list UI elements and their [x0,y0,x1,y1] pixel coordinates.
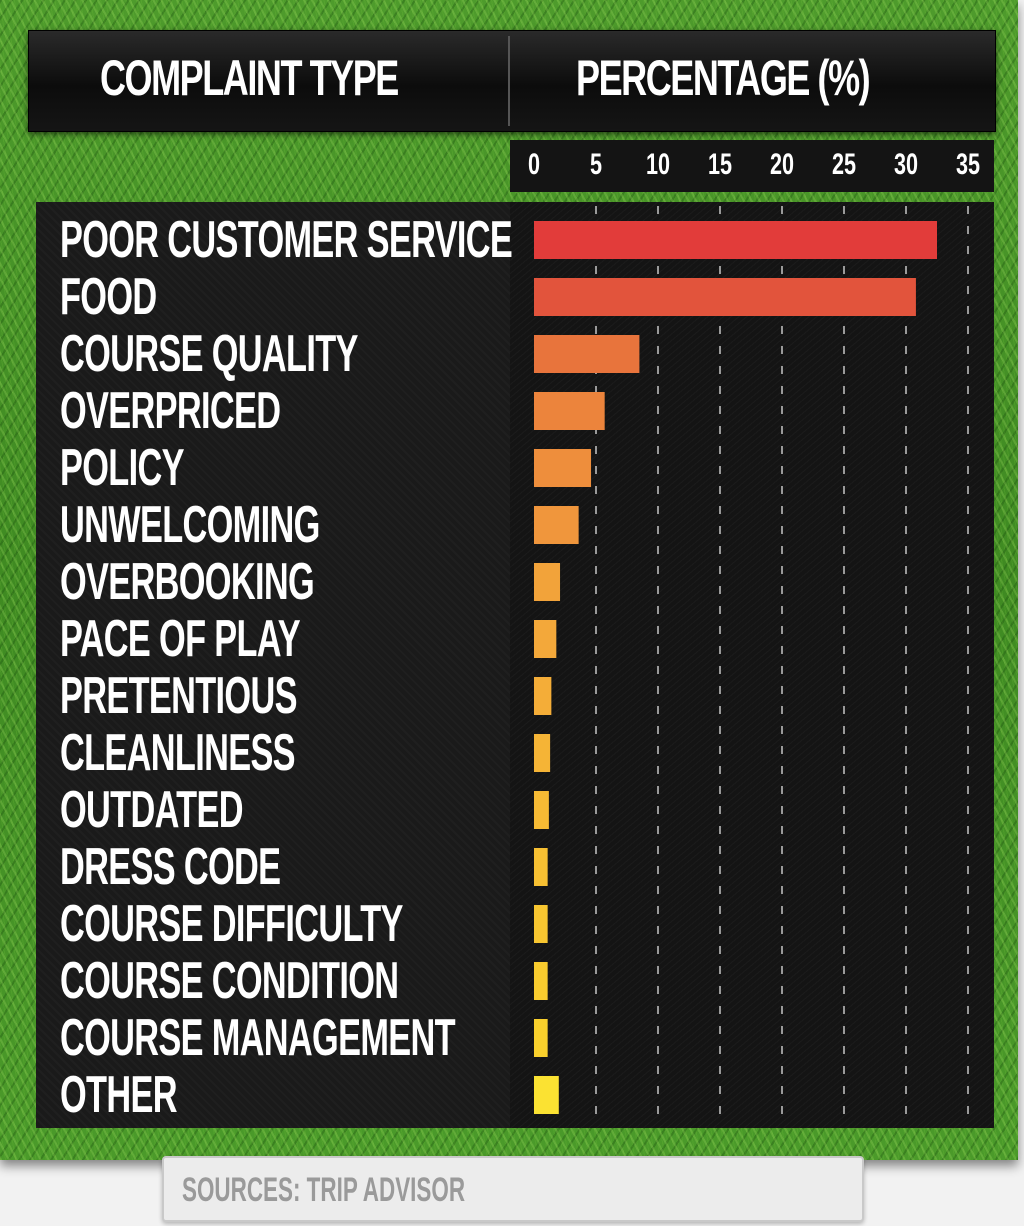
tick-label-5: 5 [589,148,603,181]
category-label: POOR CUSTOMER SERVICE [60,211,513,269]
category-label: OUTDATED [60,781,243,839]
bar-policy [534,449,592,487]
bar-pace-of-play [534,620,557,658]
category-label: OVERPRICED [60,382,281,440]
category-label: COURSE MANAGEMENT [60,1009,456,1067]
category-label: PRETENTIOUS [60,667,297,725]
tick-label-15: 15 [707,148,733,181]
category-label: OTHER [60,1066,177,1124]
bar-pretentious [534,677,552,715]
category-label: POLICY [60,439,184,497]
bar-other [534,1076,559,1114]
bar-food [534,278,916,316]
bar-chart-panel [510,202,994,1128]
bar-poor-customer-service [534,221,937,259]
header-bar [28,30,996,132]
category-label: OVERBOOKING [60,553,315,611]
category-label: FOOD [60,268,157,326]
tick-label-30: 30 [893,148,919,181]
bar-overbooking [534,563,561,601]
tick-label-35: 35 [955,148,981,181]
bar-course-difficulty [534,905,548,943]
bar-course-condition [534,962,548,1000]
source-text: SOURCES: TRIP ADVISOR [182,1171,466,1209]
bar-dress-code [534,848,548,886]
complaint-type-header: COMPLAINT TYPE [100,50,399,106]
category-label: DRESS CODE [60,838,281,896]
tick-label-10: 10 [645,148,671,181]
category-label: COURSE QUALITY [60,325,358,383]
bar-cleanliness [534,734,551,772]
bar-unwelcoming [534,506,579,544]
bar-course-quality [534,335,640,373]
category-label: CLEANLINESS [60,724,296,782]
tick-label-0: 0 [527,148,541,181]
header-divider [508,36,510,126]
bar-course-management [534,1019,548,1057]
tick-label-bar [510,140,994,192]
category-label: UNWELCOMING [60,496,320,554]
category-label: PACE OF PLAY [60,610,301,668]
bar-outdated [534,791,549,829]
category-label: COURSE CONDITION [60,952,399,1010]
category-label: COURSE DIFFICULTY [60,895,403,953]
category-label-panel [36,202,510,1128]
tick-label-25: 25 [831,148,857,181]
bar-overpriced [534,392,605,430]
percentage-header: PERCENTAGE (%) [576,50,871,106]
tick-label-20: 20 [769,148,795,181]
source-box: SOURCES: TRIP ADVISOR [162,1156,864,1222]
